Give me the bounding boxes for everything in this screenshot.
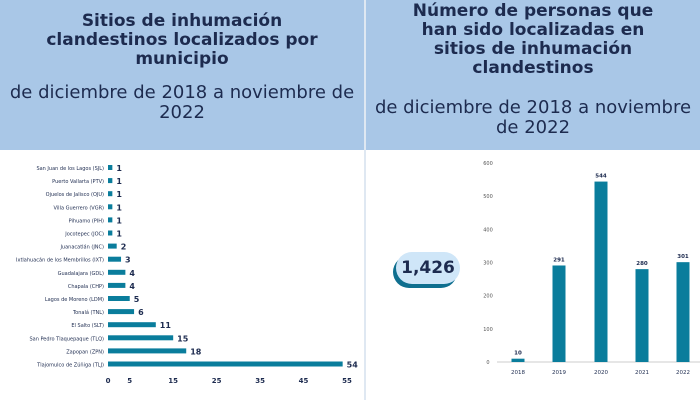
x-tick-label: 45 (299, 377, 309, 385)
category-label: Lagos de Moreno (LDM) (45, 297, 104, 303)
bar (108, 309, 135, 315)
y-tick-label: 400 (483, 227, 493, 233)
y-tick-label: 0 (486, 360, 489, 366)
category-label: Jocotepec (JOC) (64, 232, 104, 238)
bar (108, 322, 156, 328)
y-tick-label: 100 (483, 327, 493, 333)
value-label: 18 (190, 347, 202, 356)
category-label: Pihuamo (PIH) (69, 218, 104, 224)
left-title: Sitios de inhumación clandestinos locali… (46, 11, 318, 69)
x-tick-label: 2022 (676, 370, 690, 376)
category-label: Villa Guerrero (VGR) (53, 205, 104, 211)
value-label: 11 (160, 321, 172, 330)
value-label: 15 (177, 334, 189, 343)
value-label: 301 (677, 254, 689, 260)
bar (676, 262, 690, 362)
bar (552, 265, 566, 362)
bar (108, 269, 126, 275)
value-label: 544 (595, 174, 607, 180)
total-badge: 1,426 (396, 252, 460, 284)
value-label: 1 (116, 177, 122, 186)
x-tick-label: 0 (106, 377, 111, 385)
category-label: Chapala (CHP) (68, 284, 104, 290)
category-label: San Pedro Tlaquepaque (TLQ) (29, 336, 104, 342)
bar (108, 348, 187, 354)
category-label: San Juan de los Lagos (SJL) (36, 166, 104, 172)
right-title: Número de personas que han sido localiza… (412, 1, 654, 78)
y-tick-label: 200 (483, 294, 493, 300)
value-label: 4 (129, 282, 135, 291)
bar (108, 361, 343, 367)
right-subtitle: de diciembre de 2018 a noviembre de 2022 (374, 97, 692, 138)
value-label: 4 (129, 269, 135, 278)
category-label: Zapopan (ZPN) (66, 349, 104, 355)
value-label: 5 (134, 295, 140, 304)
bar (108, 204, 113, 210)
value-label: 2 (121, 243, 127, 252)
value-label: 1 (116, 230, 122, 239)
y-tick-label: 500 (483, 194, 493, 200)
category-label: El Salto (SLT) (71, 323, 104, 329)
x-tick-label: 5 (127, 377, 132, 385)
bar (108, 217, 113, 223)
y-tick-label: 300 (483, 261, 493, 267)
value-label: 1 (116, 164, 122, 173)
bar (511, 358, 525, 362)
value-label: 1 (116, 216, 122, 225)
bar (108, 256, 122, 262)
category-label: Tlajomulco de Zúñiga (TLJ) (36, 362, 104, 369)
category-label: Ixtlahuacán de los Membrillos (IXT) (16, 257, 104, 264)
y-tick-label: 600 (483, 161, 493, 167)
x-tick-label: 2020 (594, 370, 608, 376)
bar (108, 243, 117, 249)
value-label: 1 (116, 203, 122, 212)
value-label: 54 (347, 361, 359, 370)
value-label: 3 (125, 256, 131, 265)
bar (108, 282, 126, 288)
category-label: Guadalajara (GDL) (58, 271, 104, 277)
bar (108, 230, 113, 236)
x-tick-label: 2021 (635, 370, 649, 376)
x-tick-label: 25 (212, 377, 222, 385)
value-label: 10 (514, 351, 522, 357)
value-label: 280 (636, 261, 648, 267)
bar (108, 191, 113, 197)
right-header: Número de personas que han sido localiza… (366, 0, 700, 150)
bar (108, 335, 174, 341)
x-tick-label: 15 (168, 377, 178, 385)
left-subtitle: de diciembre de 2018 a noviembre de 2022 (9, 82, 355, 123)
bar (635, 269, 649, 362)
bar (108, 178, 113, 184)
x-tick-label: 2019 (552, 370, 566, 376)
bar (594, 181, 608, 362)
category-label: Ojuelos de Jalisco (OJU) (46, 192, 104, 198)
left-header: Sitios de inhumación clandestinos locali… (0, 0, 364, 150)
panel-divider (364, 0, 366, 400)
category-label: Tonalá (TNL) (72, 309, 104, 316)
value-label: 291 (553, 257, 565, 263)
x-tick-label: 35 (255, 377, 265, 385)
bar (108, 165, 113, 170)
x-tick-label: 55 (342, 377, 352, 385)
category-label: Puerto Vallarta (PTV) (52, 179, 104, 185)
value-label: 1 (116, 190, 122, 199)
value-label: 6 (138, 308, 144, 317)
bar (108, 296, 130, 301)
x-tick-label: 2018 (511, 370, 525, 376)
category-label: Juanacatlán (JNC) (59, 244, 104, 251)
